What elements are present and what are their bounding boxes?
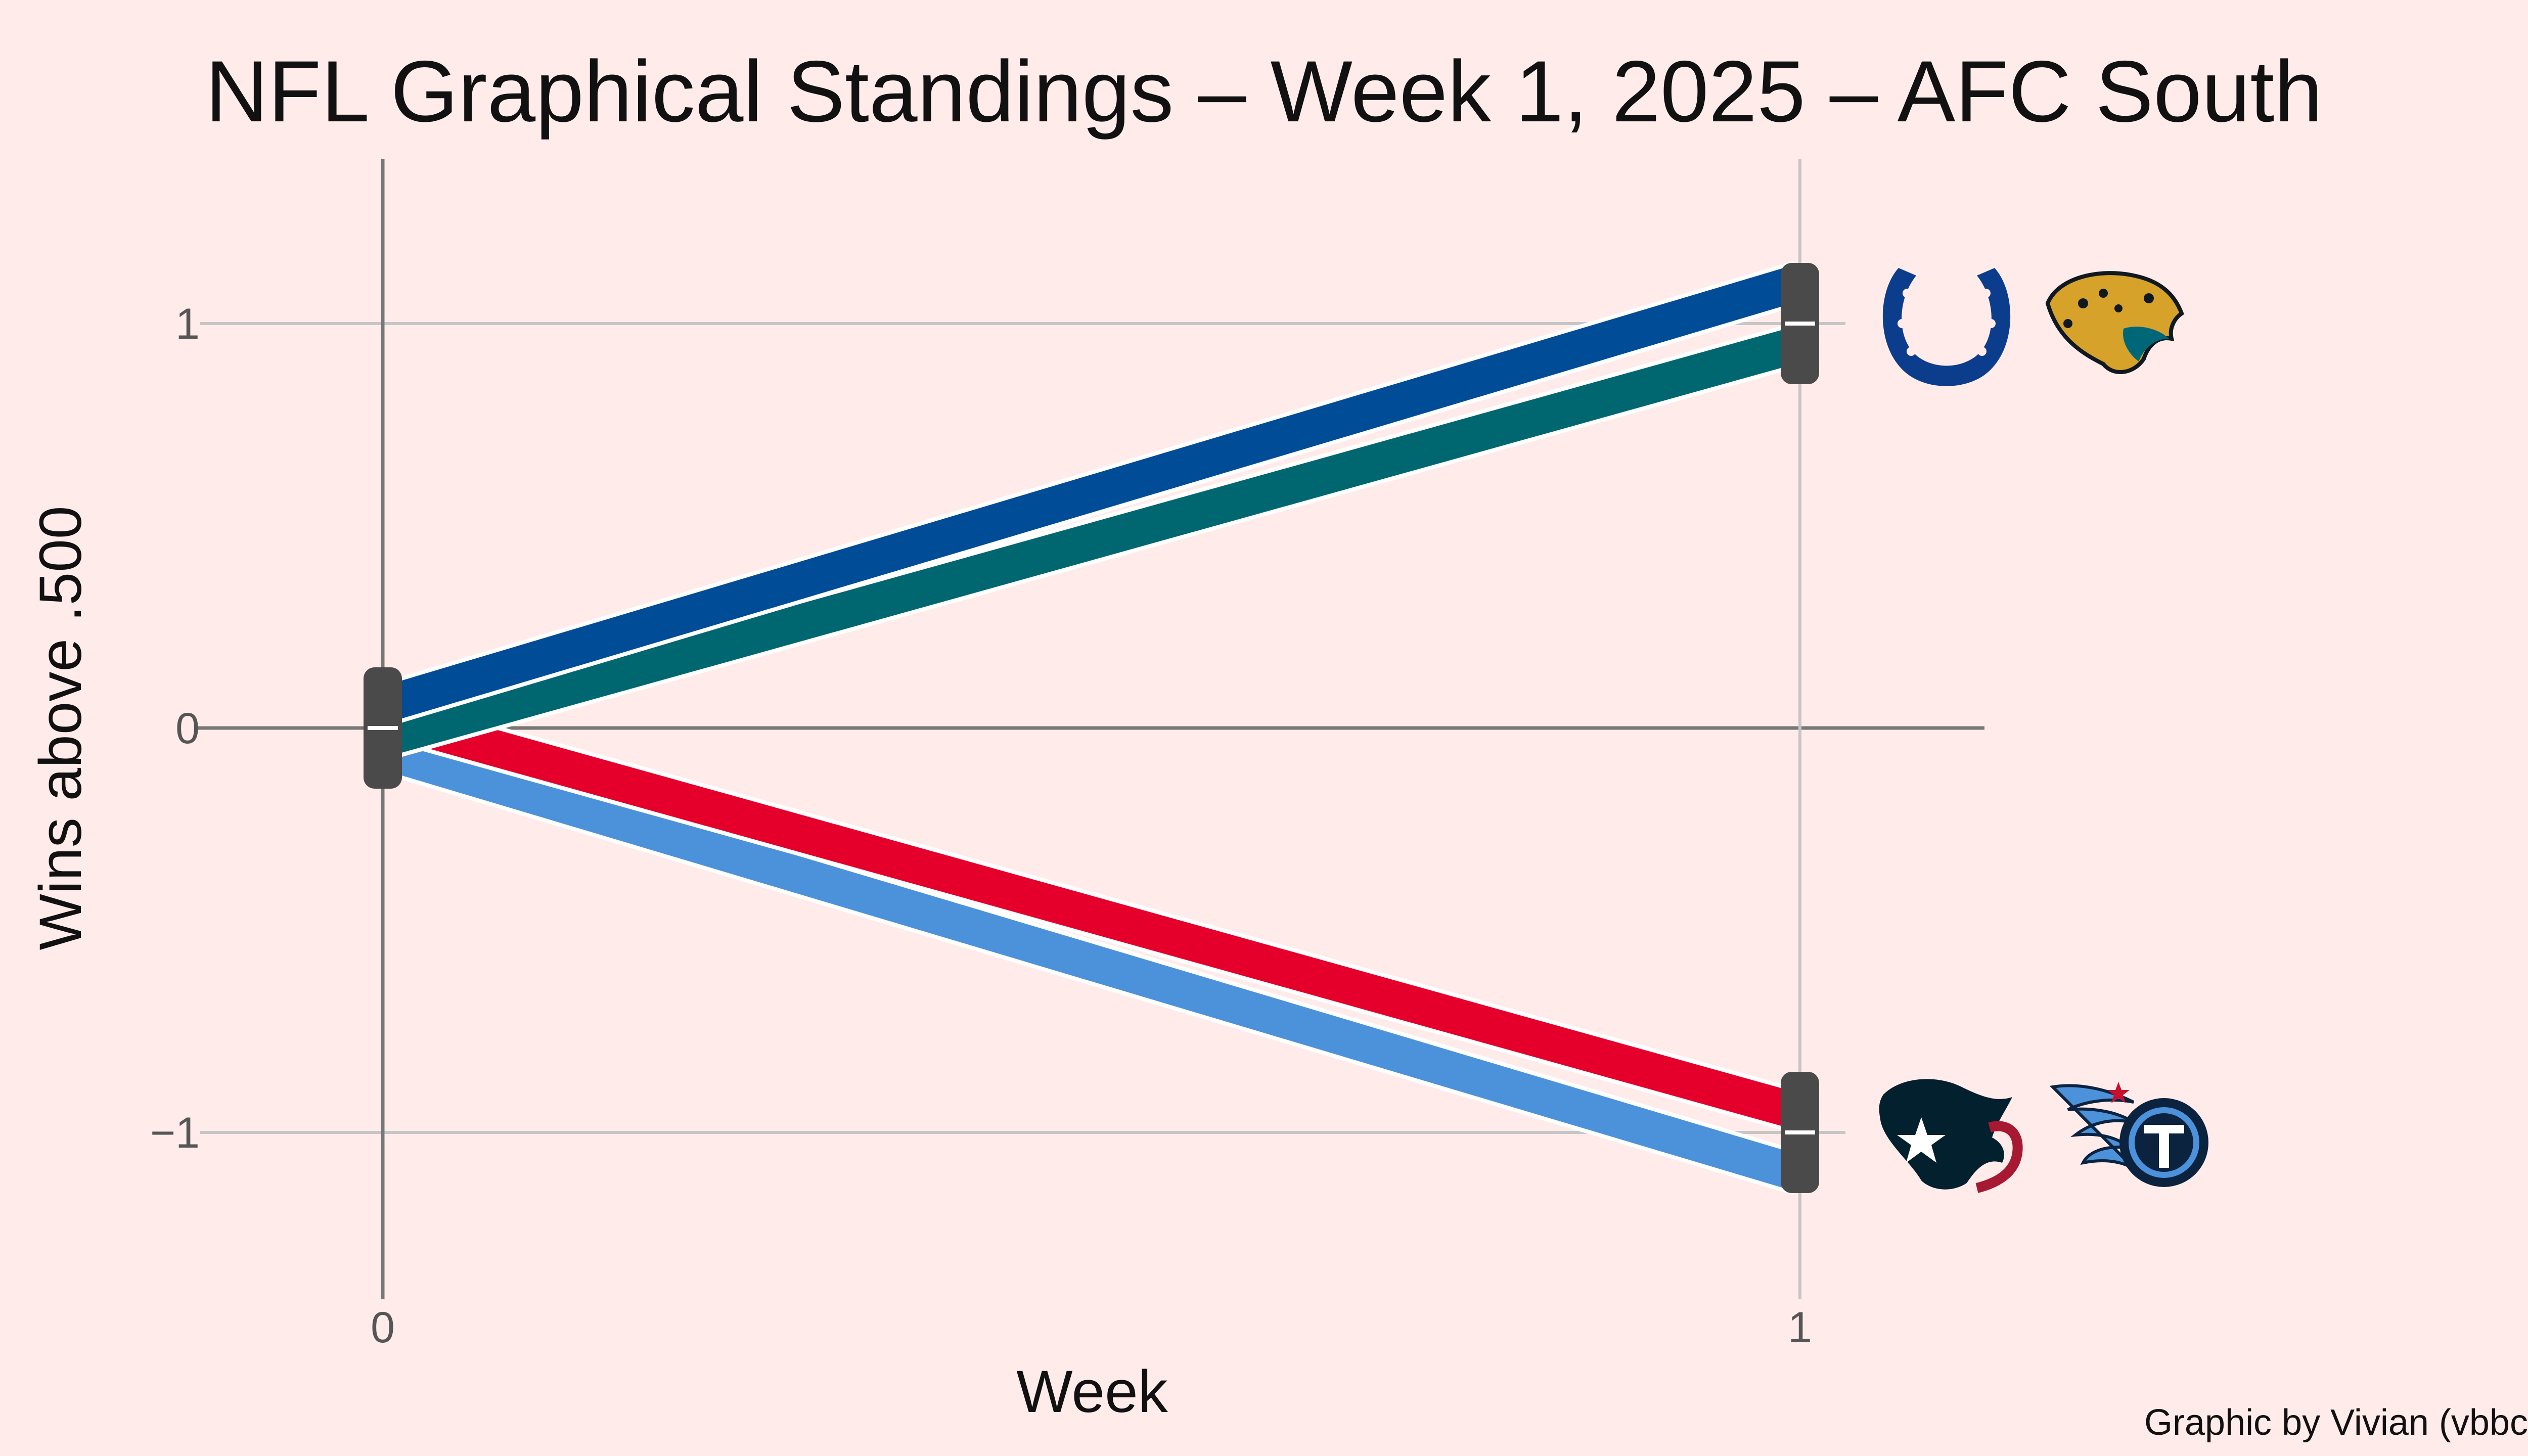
tick-labels-layer: 1 0 −1 0 1	[150, 300, 1812, 1352]
y-tick-label: 1	[175, 300, 200, 348]
series-line-colts-horseshoe	[377, 264, 1805, 723]
chart-title: NFL Graphical Standings – Week 1, 2025 –…	[205, 43, 2323, 140]
series-line-texans-bull	[378, 699, 1805, 1130]
texans-bull-logo-icon	[1879, 1079, 2023, 1193]
series-lines-layer	[376, 260, 1807, 1196]
y-axis-label: Wins above .500	[27, 506, 94, 950]
x-axis-label: Week	[1016, 1358, 1168, 1425]
x-tick-label: 1	[1788, 1303, 1812, 1352]
titans-flaming-t-logo-icon	[2049, 1082, 2208, 1187]
week-markers-layer	[364, 263, 1819, 1193]
jaguars-head-logo-icon	[2045, 271, 2184, 374]
y-tick-label: −1	[150, 1109, 200, 1157]
credit-text: Graphic by Vivian (vbbcla)	[2144, 1402, 2528, 1443]
x-tick-label: 0	[371, 1303, 395, 1352]
series-line-jaguars-head	[378, 326, 1805, 757]
series-line-titans-flaming-t	[377, 733, 1805, 1192]
colts-horseshoe-logo-icon	[1882, 268, 2011, 386]
y-tick-label: 0	[175, 704, 200, 753]
